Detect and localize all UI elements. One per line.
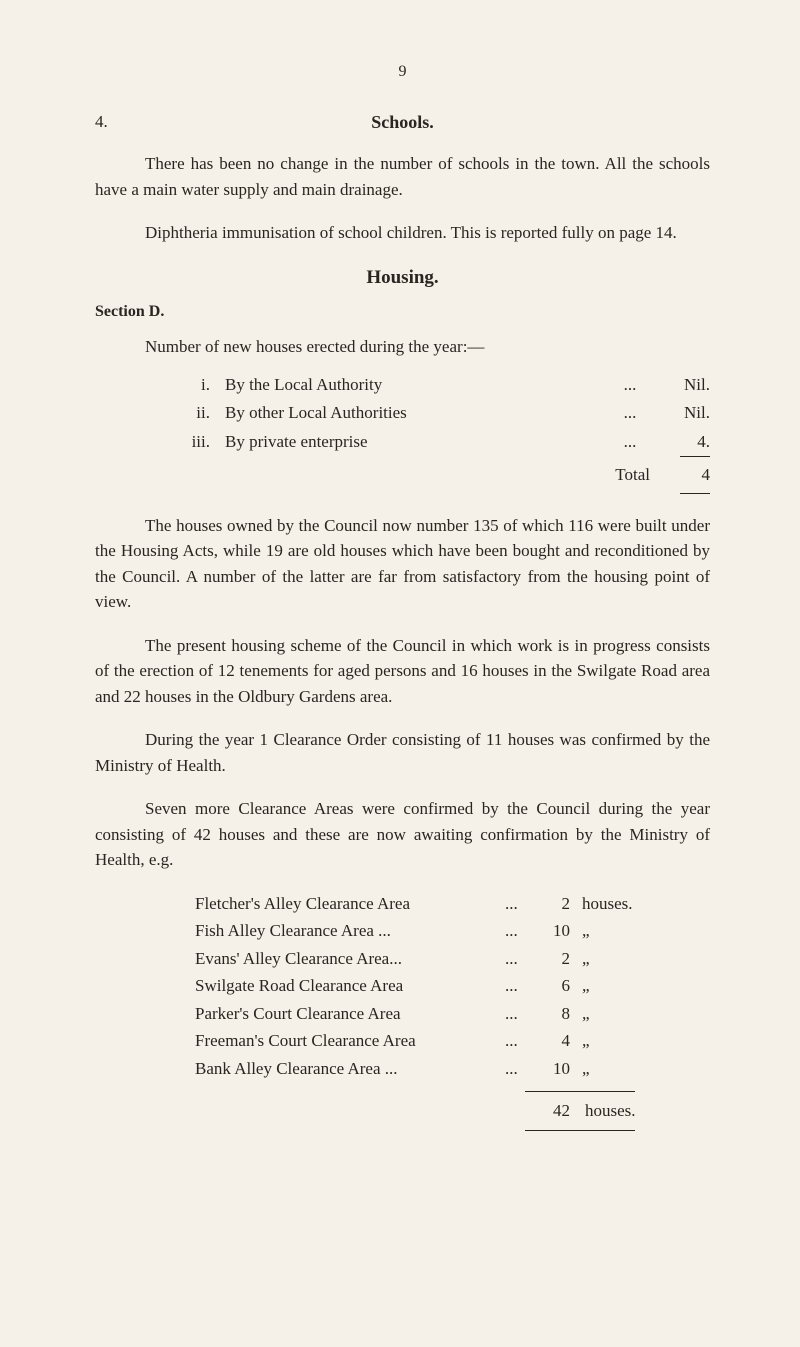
divider-line — [525, 1091, 635, 1092]
section-4-heading: 4. Schools. — [95, 109, 710, 136]
clearance-count: 2 — [535, 891, 570, 917]
clearance-item: Fish Alley Clearance Area ... ... 10 „ — [195, 918, 710, 944]
housing-para-4: Seven more Clearance Areas were confirme… — [95, 796, 710, 873]
clearance-name: Freeman's Court Clearance Area — [195, 1028, 505, 1054]
clearance-count: 2 — [535, 946, 570, 972]
schools-para-2: Diphtheria immunisation of school childr… — [95, 220, 710, 246]
clearance-unit: „ — [570, 1028, 590, 1054]
housing-para-3: During the year 1 Clearance Order consis… — [95, 727, 710, 778]
roman-numeral: i. — [185, 372, 225, 398]
final-total-unit: houses. — [570, 1098, 636, 1124]
list-item: ii. By other Local Authorities ... Nil. — [185, 400, 710, 426]
schools-para-1: There has been no change in the number o… — [95, 151, 710, 202]
clearance-count: 10 — [535, 1056, 570, 1082]
clearance-count: 6 — [535, 973, 570, 999]
clearance-list: Fletcher's Alley Clearance Area ... 2 ho… — [195, 891, 710, 1082]
item-dots: ... — [610, 372, 650, 398]
clearance-count: 8 — [535, 1001, 570, 1027]
clearance-name: Evans' Alley Clearance Area... — [195, 946, 505, 972]
clearance-item: Fletcher's Alley Clearance Area ... 2 ho… — [195, 891, 710, 917]
clearance-dots: ... — [505, 1001, 535, 1027]
clearance-item: Swilgate Road Clearance Area ... 6 „ — [195, 973, 710, 999]
roman-numeral: iii. — [185, 429, 225, 455]
housing-para-2: The present housing scheme of the Counci… — [95, 633, 710, 710]
clearance-unit: „ — [570, 1001, 590, 1027]
section-4-title: Schools. — [95, 109, 710, 136]
clearance-count: 10 — [535, 918, 570, 944]
housing-para-1: The houses owned by the Council now numb… — [95, 513, 710, 615]
item-value: Nil. — [650, 400, 710, 426]
clearance-unit: „ — [570, 1056, 590, 1082]
clearance-dots: ... — [505, 1028, 535, 1054]
clearance-name: Fish Alley Clearance Area ... — [195, 918, 505, 944]
clearance-unit: „ — [570, 973, 590, 999]
clearance-dots: ... — [505, 891, 535, 917]
list-item: i. By the Local Authority ... Nil. — [185, 372, 710, 398]
total-label: Total — [580, 462, 650, 488]
roman-numeral: ii. — [185, 400, 225, 426]
clearance-item: Bank Alley Clearance Area ... ... 10 „ — [195, 1056, 710, 1082]
page-number: 9 — [95, 60, 710, 84]
section-d-label: Section D. — [95, 300, 710, 324]
clearance-name: Swilgate Road Clearance Area — [195, 973, 505, 999]
clearance-name: Bank Alley Clearance Area ... — [195, 1056, 505, 1082]
clearance-item: Freeman's Court Clearance Area ... 4 „ — [195, 1028, 710, 1054]
final-total: 42 houses. — [195, 1091, 710, 1131]
clearance-name: Fletcher's Alley Clearance Area — [195, 891, 505, 917]
housing-total-row: Total 4 — [185, 462, 710, 488]
housing-list: i. By the Local Authority ... Nil. ii. B… — [185, 372, 710, 455]
final-total-number: 42 — [535, 1098, 570, 1124]
total-value: 4 — [650, 462, 710, 488]
clearance-unit: „ — [570, 918, 590, 944]
housing-intro: Number of new houses erected during the … — [145, 334, 710, 360]
divider-line — [525, 1130, 635, 1131]
clearance-dots: ... — [505, 973, 535, 999]
clearance-name: Parker's Court Clearance Area — [195, 1001, 505, 1027]
clearance-dots: ... — [505, 946, 535, 972]
clearance-dots: ... — [505, 1056, 535, 1082]
total-number: 4 — [702, 465, 711, 484]
item-value: 4. — [650, 429, 710, 455]
item-text: By private enterprise — [225, 429, 610, 455]
list-item: iii. By private enterprise ... 4. — [185, 429, 710, 455]
item-dots: ... — [610, 400, 650, 426]
item-dots: ... — [610, 429, 650, 455]
item-value: Nil. — [650, 372, 710, 398]
item-text: By other Local Authorities — [225, 400, 610, 426]
item-text: By the Local Authority — [225, 372, 610, 398]
clearance-dots: ... — [505, 918, 535, 944]
housing-title: Housing. — [95, 264, 710, 293]
clearance-item: Parker's Court Clearance Area ... 8 „ — [195, 1001, 710, 1027]
clearance-item: Evans' Alley Clearance Area... ... 2 „ — [195, 946, 710, 972]
clearance-count: 4 — [535, 1028, 570, 1054]
clearance-unit: „ — [570, 946, 590, 972]
clearance-unit: houses. — [570, 891, 633, 917]
